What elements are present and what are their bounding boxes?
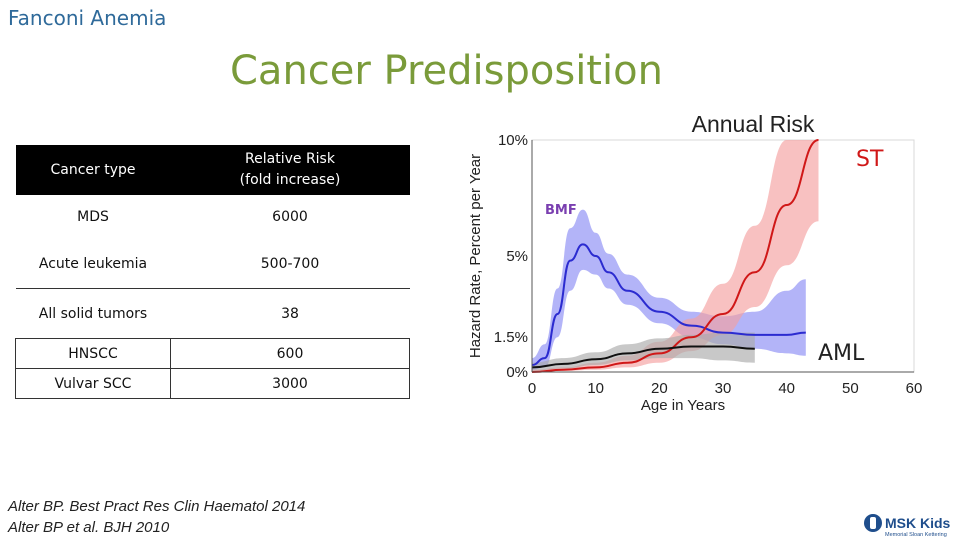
table-header-row: Cancer type Relative Risk (fold increase… [15, 145, 410, 195]
y-axis-label: Hazard Rate, Percent per Year [467, 154, 484, 358]
header-relative-risk: Relative Risk (fold increase) [170, 145, 410, 195]
section-header: Fanconi Anemia [8, 6, 167, 30]
logo-subtext: Memorial Sloan Kettering [885, 532, 947, 538]
cancer-type-cell: MDS [77, 209, 109, 225]
relative-risk-cell: 500-700 [170, 239, 410, 289]
relative-risk-cell: 38 [170, 288, 410, 339]
annotation-aml: AML [818, 341, 865, 366]
header-cancer-type: Cancer type [15, 145, 171, 195]
relative-risk-cell: 3000 [170, 368, 410, 399]
x-tick-label: 40 [778, 380, 795, 397]
band-bmf [532, 209, 806, 370]
relative-risk-table: Cancer type Relative Risk (fold increase… [15, 145, 410, 399]
x-tick-label: 60 [906, 380, 923, 397]
annotation-bmf: BMF [545, 203, 577, 218]
x-tick-label: 30 [715, 380, 732, 397]
annual-risk-chart: 0 10 20 30 40 50 60 0% 1.5% 5% 10% Annual Risk Age i… [467, 111, 923, 414]
chart-title: Annual Risk [692, 111, 815, 137]
relative-risk-cell: 6000 [272, 209, 308, 225]
logo-text: MSK Kids [885, 515, 951, 531]
cancer-type-cell: Acute leukemia [15, 239, 171, 289]
citation-2: Alter BP et al. BJH 2010 [8, 519, 170, 536]
table-row: MDS 6000 [16, 195, 410, 239]
msk-kids-logo: MSK Kids Memorial Sloan Kettering [864, 514, 951, 538]
slide-title: Cancer Predisposition [230, 48, 663, 94]
annotation-st: ST [856, 147, 884, 172]
x-tick-label: 10 [587, 380, 604, 397]
table-row: HNSCC 600 [15, 338, 410, 369]
series-line-bmf [531, 243, 806, 366]
citations: Alter BP. Best Pract Res Clin Haematol 2… [8, 496, 305, 538]
table-row: Vulvar SCC 3000 [15, 368, 410, 399]
cancer-type-cell: Vulvar SCC [15, 368, 171, 399]
y-tick-label: 0% [506, 364, 528, 381]
x-tick-label: 0 [528, 380, 536, 397]
x-axis-label: Age in Years [641, 397, 725, 414]
series-line-aml [531, 345, 755, 369]
series-line-st [531, 139, 819, 373]
table-row: Acute leukemia 500-700 [15, 239, 410, 289]
cancer-type-cell: HNSCC [15, 338, 171, 369]
x-tick-label: 20 [651, 380, 668, 397]
y-tick-label: 10% [498, 132, 528, 149]
y-tick-label: 5% [506, 248, 528, 265]
cancer-type-cell: All solid tumors [15, 288, 171, 339]
band-st [532, 140, 819, 372]
x-tick-label: 50 [842, 380, 859, 397]
table-row: All solid tumors 38 [15, 288, 410, 339]
y-tick-label: 1.5% [494, 329, 528, 346]
relative-risk-cell: 600 [170, 338, 410, 369]
citation-1: Alter BP. Best Pract Res Clin Haematol 2… [8, 498, 306, 515]
